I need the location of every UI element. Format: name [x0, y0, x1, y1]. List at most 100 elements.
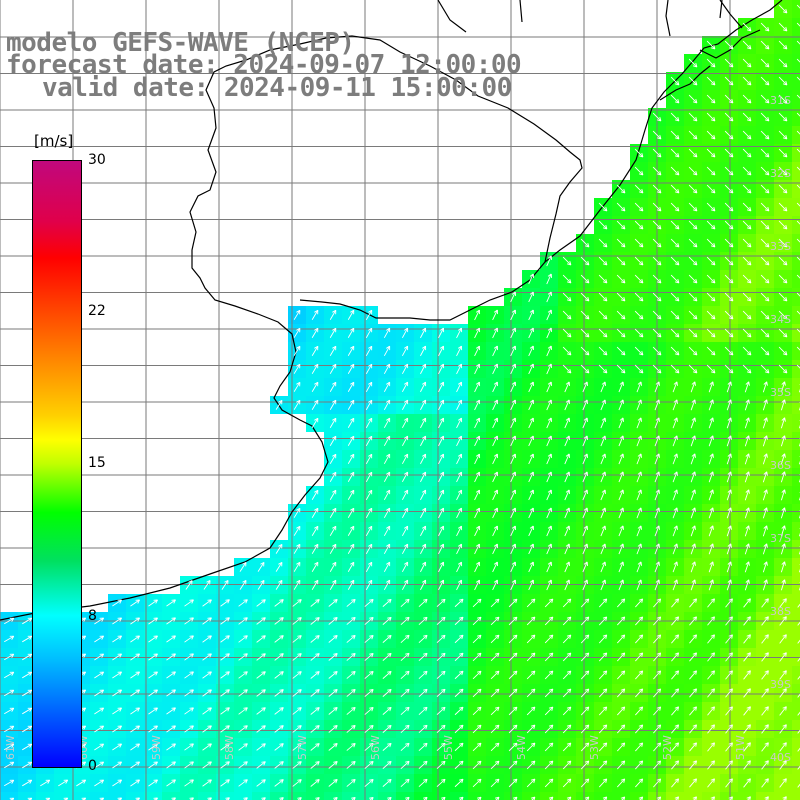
- wind-arrow: [742, 256, 752, 266]
- wind-arrow: [726, 507, 732, 519]
- wind-arrow: [760, 58, 770, 68]
- wind-arrow: [724, 256, 734, 266]
- wind-arrow: [383, 363, 391, 375]
- wind-arrow: [598, 328, 608, 338]
- wind-arrow: [796, 166, 800, 171]
- wind-arrow: [492, 417, 499, 429]
- wind-arrow: [420, 507, 427, 519]
- wind-arrow: [726, 435, 732, 447]
- field-cell: [792, 684, 800, 702]
- wind-arrow: [582, 489, 588, 501]
- wind-arrow: [688, 310, 698, 320]
- wind-arrow: [708, 543, 714, 555]
- wind-arrow: [688, 256, 698, 266]
- wind-arrow: [688, 274, 698, 284]
- wind-arrow: [634, 184, 644, 194]
- wind-arrow: [564, 489, 571, 501]
- wind-arrow: [778, 346, 788, 356]
- wind-arrow: [652, 112, 662, 122]
- wind-arrow: [420, 561, 427, 573]
- wind-arrow: [365, 363, 373, 375]
- wind-arrow: [492, 579, 499, 591]
- wind-arrow: [652, 274, 662, 284]
- wind-arrow: [492, 363, 499, 375]
- wind-arrow: [510, 525, 517, 537]
- wind-arrow: [492, 309, 499, 321]
- wind-arrow: [329, 543, 337, 554]
- wind-arrow: [760, 364, 770, 374]
- field-cell: [792, 414, 800, 432]
- field-cell: [468, 792, 486, 800]
- wind-arrow: [708, 417, 714, 429]
- wind-arrow: [672, 417, 678, 429]
- wind-arrow: [420, 579, 427, 591]
- wind-arrow: [329, 309, 337, 320]
- wind-arrow: [796, 76, 800, 81]
- field-cell: [36, 792, 54, 800]
- wind-arrow: [528, 399, 535, 411]
- wind-arrow: [670, 76, 680, 86]
- wind-arrow: [760, 328, 770, 338]
- wind-arrow: [420, 489, 427, 501]
- wind-arrow: [742, 202, 752, 212]
- wind-arrow: [580, 292, 590, 302]
- wind-arrow: [474, 561, 481, 573]
- wind-arrow: [670, 310, 680, 320]
- wind-arrow: [654, 417, 660, 429]
- field-cell: [792, 288, 800, 306]
- wind-arrow: [724, 40, 734, 50]
- wind-arrow: [672, 399, 678, 411]
- wind-arrow: [726, 579, 732, 591]
- wind-arrow: [706, 94, 716, 104]
- wind-arrow: [688, 130, 698, 140]
- wind-arrow: [744, 453, 750, 465]
- wind-arrow: [616, 346, 626, 356]
- wind-arrow: [706, 310, 716, 320]
- wind-arrow: [474, 399, 481, 411]
- wind-arrow: [616, 292, 626, 302]
- wind-arrow: [652, 130, 662, 140]
- wind-arrow: [239, 561, 247, 572]
- wind-arrow: [456, 399, 463, 411]
- wind-arrow: [383, 471, 391, 483]
- wind-arrow: [420, 525, 427, 537]
- wind-arrow: [420, 363, 427, 375]
- wind-arrow: [598, 364, 608, 374]
- lon-label: 55W: [442, 735, 455, 760]
- wind-arrow: [546, 543, 553, 555]
- wind-arrow: [634, 256, 644, 266]
- wind-arrow: [616, 220, 626, 230]
- wind-arrow: [672, 525, 678, 537]
- wind-arrow: [546, 327, 553, 339]
- wind-arrow: [184, 599, 194, 607]
- field-cell: [0, 792, 18, 800]
- wind-arrow: [546, 309, 553, 321]
- field-cell: [360, 792, 378, 800]
- wind-arrow: [796, 148, 800, 153]
- wind-arrow: [690, 543, 696, 555]
- wind-arrow: [365, 453, 373, 465]
- wind-arrow: [293, 543, 301, 554]
- wind-arrow: [796, 112, 800, 117]
- wind-arrow: [564, 507, 571, 519]
- wind-arrow: [311, 579, 319, 590]
- wind-arrow: [654, 381, 660, 393]
- wind-arrow: [293, 345, 301, 356]
- wind-arrow: [690, 399, 696, 411]
- wind-arrow: [796, 130, 800, 135]
- wind-arrow: [706, 166, 716, 176]
- wind-arrow: [778, 220, 788, 230]
- wind-arrow: [456, 381, 463, 393]
- wind-arrow: [311, 489, 319, 500]
- wind-arrow: [546, 579, 553, 591]
- field-cell: [792, 36, 800, 54]
- wind-arrow: [311, 417, 319, 428]
- wind-arrow: [796, 202, 800, 207]
- wind-arrow: [456, 327, 463, 339]
- wind-arrow: [383, 417, 391, 429]
- wind-arrow: [365, 561, 373, 573]
- wind-arrow: [672, 579, 678, 591]
- field-cell: [72, 792, 90, 800]
- wind-arrow: [742, 220, 752, 230]
- wind-arrow: [202, 599, 212, 607]
